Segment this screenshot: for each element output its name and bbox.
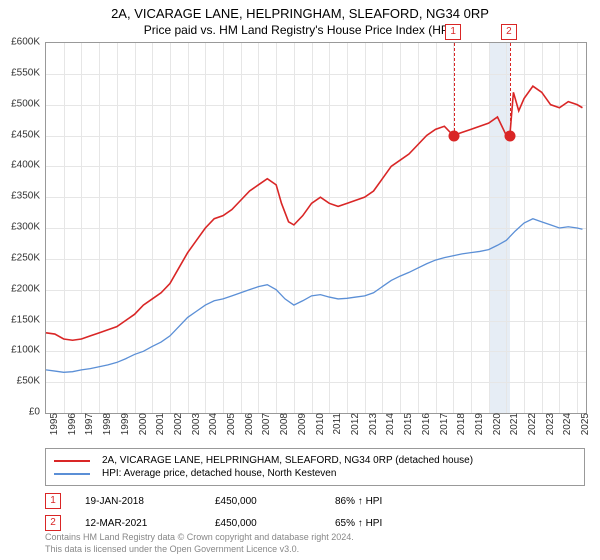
chart-title: 2A, VICARAGE LANE, HELPRINGHAM, SLEAFORD… <box>0 0 600 21</box>
y-axis-label: £0 <box>0 407 40 418</box>
transactions-table: 1 19-JAN-2018 £450,000 86% ↑ HPI 2 12-MA… <box>45 490 585 534</box>
x-axis-label: 2006 <box>244 413 255 443</box>
x-axis-label: 2012 <box>350 413 361 443</box>
footer-line-1: Contains HM Land Registry data © Crown c… <box>45 532 354 542</box>
y-axis-label: £600K <box>0 37 40 48</box>
tx-hpi: 86% ↑ HPI <box>335 496 455 507</box>
x-axis-label: 2019 <box>474 413 485 443</box>
x-axis-label: 2007 <box>261 413 272 443</box>
x-axis-label: 2024 <box>562 413 573 443</box>
tx-hpi: 65% ↑ HPI <box>335 518 455 529</box>
x-axis-label: 2011 <box>332 413 343 443</box>
x-axis-label: 2009 <box>297 413 308 443</box>
table-row: 2 12-MAR-2021 £450,000 65% ↑ HPI <box>45 512 585 534</box>
plot-area <box>45 42 587 414</box>
x-axis-label: 2015 <box>403 413 414 443</box>
x-axis-label: 2021 <box>509 413 520 443</box>
line-layer <box>46 43 586 413</box>
tx-date: 19-JAN-2018 <box>85 496 215 507</box>
x-axis-label: 2002 <box>173 413 184 443</box>
x-axis-label: 2018 <box>456 413 467 443</box>
x-axis-label: 2005 <box>226 413 237 443</box>
x-axis-label: 2014 <box>385 413 396 443</box>
x-axis-label: 2000 <box>138 413 149 443</box>
chart-container: 2A, VICARAGE LANE, HELPRINGHAM, SLEAFORD… <box>0 0 600 560</box>
y-axis-label: £500K <box>0 98 40 109</box>
legend-item-hpi: HPI: Average price, detached house, Nort… <box>54 467 576 480</box>
y-axis-label: £200K <box>0 283 40 294</box>
series-property <box>46 86 582 340</box>
x-axis-label: 2020 <box>492 413 503 443</box>
x-axis-label: 2004 <box>208 413 219 443</box>
x-axis-label: 2010 <box>315 413 326 443</box>
y-axis-label: £50K <box>0 376 40 387</box>
y-axis-label: £400K <box>0 160 40 171</box>
y-axis-label: £250K <box>0 252 40 263</box>
marker-label: 2 <box>501 24 517 40</box>
y-axis-label: £300K <box>0 222 40 233</box>
x-axis-label: 2001 <box>155 413 166 443</box>
x-axis-label: 1995 <box>49 413 60 443</box>
x-axis-label: 2025 <box>580 413 591 443</box>
legend-label-hpi: HPI: Average price, detached house, Nort… <box>102 468 336 479</box>
marker-guideline <box>454 43 455 136</box>
tx-price: £450,000 <box>215 518 335 529</box>
legend-label-property: 2A, VICARAGE LANE, HELPRINGHAM, SLEAFORD… <box>102 455 473 466</box>
y-axis-label: £350K <box>0 191 40 202</box>
y-axis-label: £450K <box>0 129 40 140</box>
table-row: 1 19-JAN-2018 £450,000 86% ↑ HPI <box>45 490 585 512</box>
y-axis-label: £150K <box>0 314 40 325</box>
x-axis-label: 2016 <box>421 413 432 443</box>
tx-marker-2: 2 <box>45 515 61 531</box>
marker-guideline <box>510 43 511 136</box>
y-axis-label: £550K <box>0 67 40 78</box>
x-axis-label: 1999 <box>120 413 131 443</box>
legend: 2A, VICARAGE LANE, HELPRINGHAM, SLEAFORD… <box>45 448 585 486</box>
marker-dot <box>504 130 515 141</box>
marker-dot <box>449 130 460 141</box>
x-axis-label: 1998 <box>102 413 113 443</box>
x-axis-label: 2023 <box>545 413 556 443</box>
x-axis-label: 2003 <box>191 413 202 443</box>
marker-label: 1 <box>445 24 461 40</box>
legend-swatch-hpi <box>54 473 90 475</box>
x-axis-label: 2008 <box>279 413 290 443</box>
legend-item-property: 2A, VICARAGE LANE, HELPRINGHAM, SLEAFORD… <box>54 454 576 467</box>
x-axis-label: 2022 <box>527 413 538 443</box>
tx-price: £450,000 <box>215 496 335 507</box>
x-axis-label: 2017 <box>439 413 450 443</box>
series-hpi <box>46 219 582 373</box>
legend-swatch-property <box>54 460 90 462</box>
y-axis-label: £100K <box>0 345 40 356</box>
tx-date: 12-MAR-2021 <box>85 518 215 529</box>
x-axis-label: 1996 <box>67 413 78 443</box>
x-axis-label: 1997 <box>84 413 95 443</box>
footer-line-2: This data is licensed under the Open Gov… <box>45 544 299 554</box>
tx-marker-1: 1 <box>45 493 61 509</box>
x-axis-label: 2013 <box>368 413 379 443</box>
